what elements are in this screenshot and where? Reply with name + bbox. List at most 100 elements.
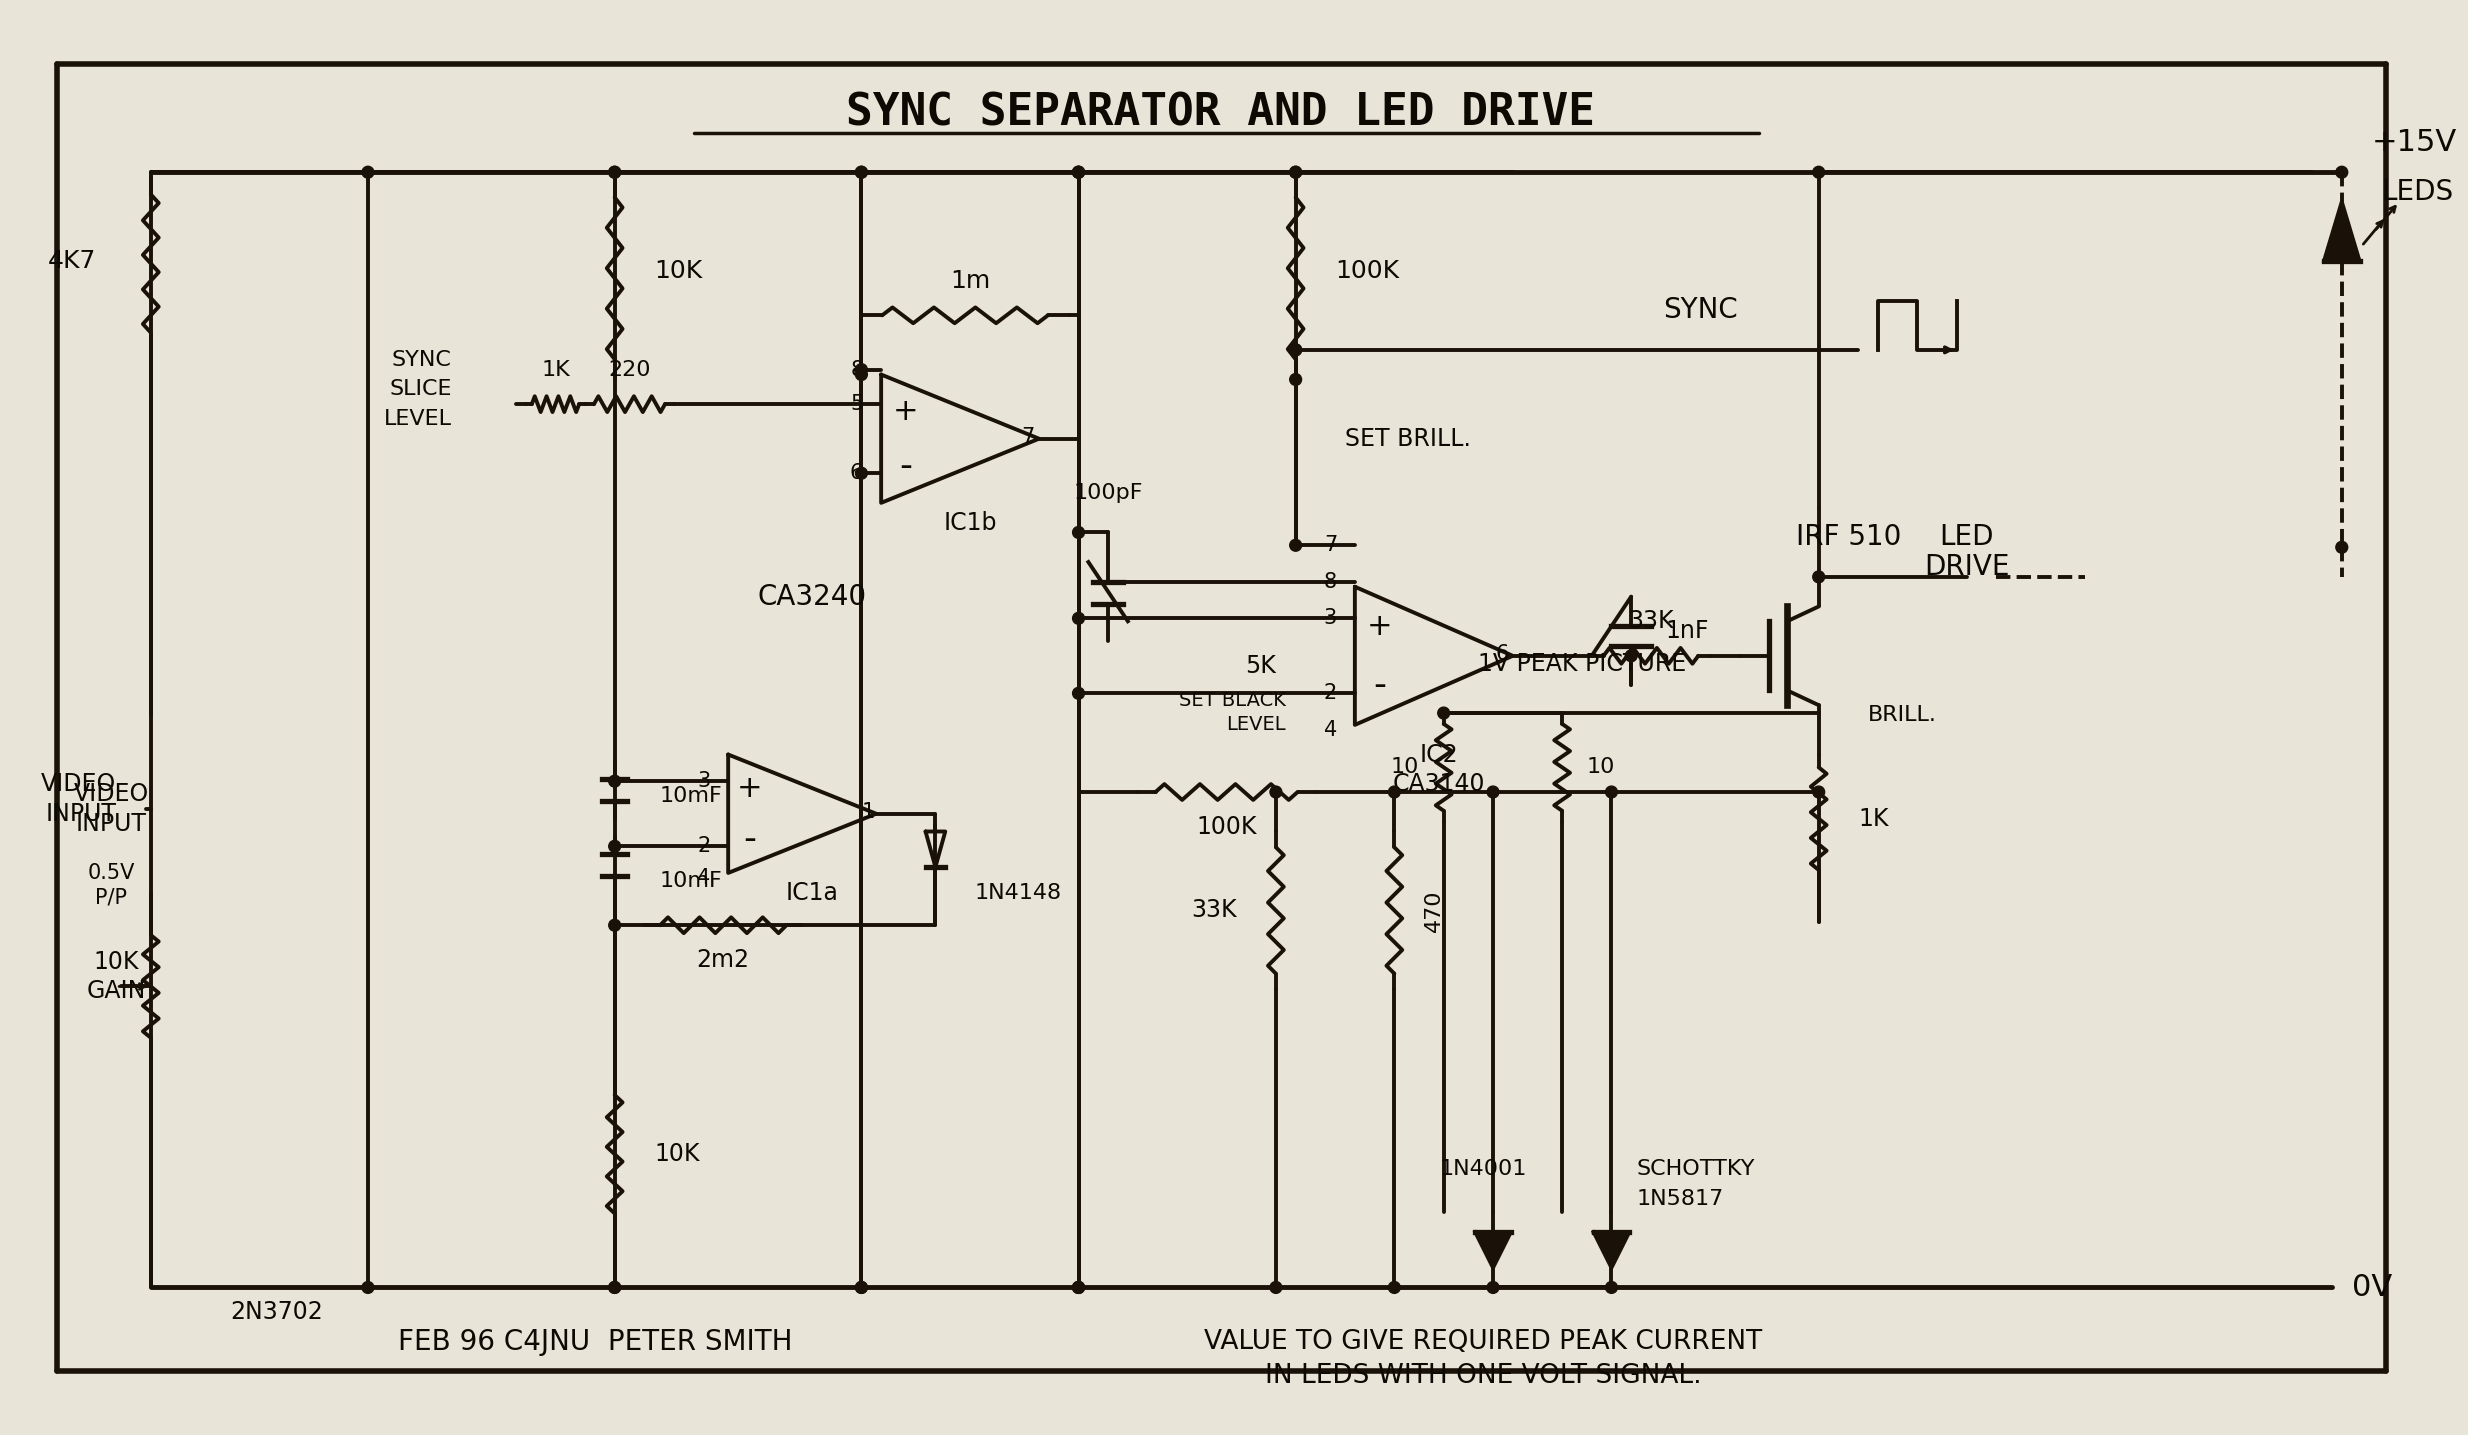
Circle shape <box>610 920 619 931</box>
Circle shape <box>1626 650 1636 662</box>
Text: 10: 10 <box>1587 758 1614 778</box>
Text: 0.5V: 0.5V <box>89 862 136 883</box>
Text: SYNC: SYNC <box>1663 297 1737 324</box>
Text: 2m2: 2m2 <box>696 947 750 971</box>
Text: 2N3702: 2N3702 <box>230 1300 323 1325</box>
Text: 10K: 10K <box>94 950 138 974</box>
Text: 4: 4 <box>696 868 711 888</box>
Text: IC2: IC2 <box>1419 742 1459 766</box>
Polygon shape <box>1476 1233 1510 1267</box>
Circle shape <box>1814 786 1824 798</box>
Circle shape <box>1074 527 1083 538</box>
Circle shape <box>856 1281 866 1293</box>
Circle shape <box>1074 1281 1083 1293</box>
Circle shape <box>1074 687 1083 699</box>
Text: SYNC: SYNC <box>392 350 452 370</box>
Circle shape <box>856 166 866 178</box>
Text: SCHOTTKY: SCHOTTKY <box>1636 1159 1755 1180</box>
Text: -: - <box>743 822 755 857</box>
Text: 0V: 0V <box>2352 1273 2391 1302</box>
Text: +: + <box>1367 611 1392 640</box>
Circle shape <box>1607 1281 1617 1293</box>
Text: VIDEO: VIDEO <box>74 782 148 806</box>
Text: 100K: 100K <box>1197 815 1256 838</box>
Circle shape <box>856 166 866 178</box>
Text: 1N4148: 1N4148 <box>975 883 1061 903</box>
Circle shape <box>363 166 373 178</box>
Text: 10: 10 <box>1389 758 1419 778</box>
Text: VIDEO: VIDEO <box>42 772 116 796</box>
Text: CA3140: CA3140 <box>1392 772 1486 796</box>
Text: 100pF: 100pF <box>1074 484 1143 504</box>
Circle shape <box>610 1281 619 1293</box>
Text: 1N5817: 1N5817 <box>1636 1188 1723 1208</box>
Circle shape <box>1291 540 1301 551</box>
Circle shape <box>610 166 619 178</box>
Text: 33K: 33K <box>1629 610 1673 633</box>
Circle shape <box>1074 166 1083 178</box>
Text: 3: 3 <box>696 771 711 791</box>
Text: SLICE: SLICE <box>390 379 452 399</box>
Text: 10mF: 10mF <box>659 871 721 891</box>
Text: 1: 1 <box>861 802 874 822</box>
Text: GAIN: GAIN <box>86 979 146 1003</box>
Text: 1K: 1K <box>540 360 570 380</box>
Text: +: + <box>738 773 763 802</box>
Text: 6: 6 <box>849 464 864 484</box>
Text: INPUT: INPUT <box>77 812 146 835</box>
Circle shape <box>1488 786 1498 798</box>
Text: 1nF: 1nF <box>1666 618 1710 643</box>
Text: 1V PEAK PICTURE: 1V PEAK PICTURE <box>1478 651 1686 676</box>
Text: 8: 8 <box>851 360 864 380</box>
Circle shape <box>856 468 866 479</box>
Text: DRIVE: DRIVE <box>1925 552 2009 581</box>
Text: 4: 4 <box>1323 720 1338 740</box>
Text: 2: 2 <box>1323 683 1338 703</box>
Circle shape <box>1074 1281 1083 1293</box>
Text: 470: 470 <box>1424 890 1444 931</box>
Text: -: - <box>1372 669 1387 702</box>
Text: 4K7: 4K7 <box>49 250 96 273</box>
Circle shape <box>1389 786 1399 798</box>
Circle shape <box>1291 166 1301 178</box>
Text: 2: 2 <box>696 837 711 857</box>
Circle shape <box>1291 166 1301 178</box>
Text: 10K: 10K <box>654 258 703 283</box>
Circle shape <box>1291 344 1301 356</box>
Text: 5K: 5K <box>1244 654 1276 677</box>
Text: IC1b: IC1b <box>943 511 997 535</box>
Circle shape <box>1271 786 1281 798</box>
Text: LED: LED <box>1940 524 1994 551</box>
Circle shape <box>1291 373 1301 386</box>
Circle shape <box>1607 786 1617 798</box>
Circle shape <box>1389 1281 1399 1293</box>
Text: IC1a: IC1a <box>785 881 839 904</box>
Text: 7: 7 <box>1323 535 1338 555</box>
Text: 220: 220 <box>607 360 652 380</box>
Circle shape <box>1814 166 1824 178</box>
Text: LEVEL: LEVEL <box>385 409 452 429</box>
Circle shape <box>2335 541 2347 552</box>
Text: 3: 3 <box>1323 608 1338 629</box>
Text: BRILL.: BRILL. <box>1868 705 1937 725</box>
Circle shape <box>1271 1281 1281 1293</box>
Text: +: + <box>893 396 918 426</box>
Circle shape <box>610 1281 619 1293</box>
Text: 10K: 10K <box>654 1142 698 1167</box>
Circle shape <box>1291 344 1301 356</box>
Text: 1K: 1K <box>1858 806 1888 831</box>
Circle shape <box>856 363 866 376</box>
Circle shape <box>1488 1281 1498 1293</box>
Text: INPUT: INPUT <box>44 802 116 825</box>
Text: +15V: +15V <box>2372 128 2456 156</box>
Text: 10mF: 10mF <box>659 786 721 806</box>
Text: FEB 96 C4JNU  PETER SMITH: FEB 96 C4JNU PETER SMITH <box>397 1327 792 1356</box>
Circle shape <box>856 1281 866 1293</box>
Text: 8: 8 <box>1323 571 1338 591</box>
Text: LEVEL: LEVEL <box>1227 716 1286 735</box>
Circle shape <box>2335 166 2347 178</box>
Circle shape <box>1074 613 1083 624</box>
Text: 7: 7 <box>1022 426 1034 446</box>
Text: LEDS: LEDS <box>2382 178 2453 207</box>
Polygon shape <box>1594 1233 1629 1267</box>
